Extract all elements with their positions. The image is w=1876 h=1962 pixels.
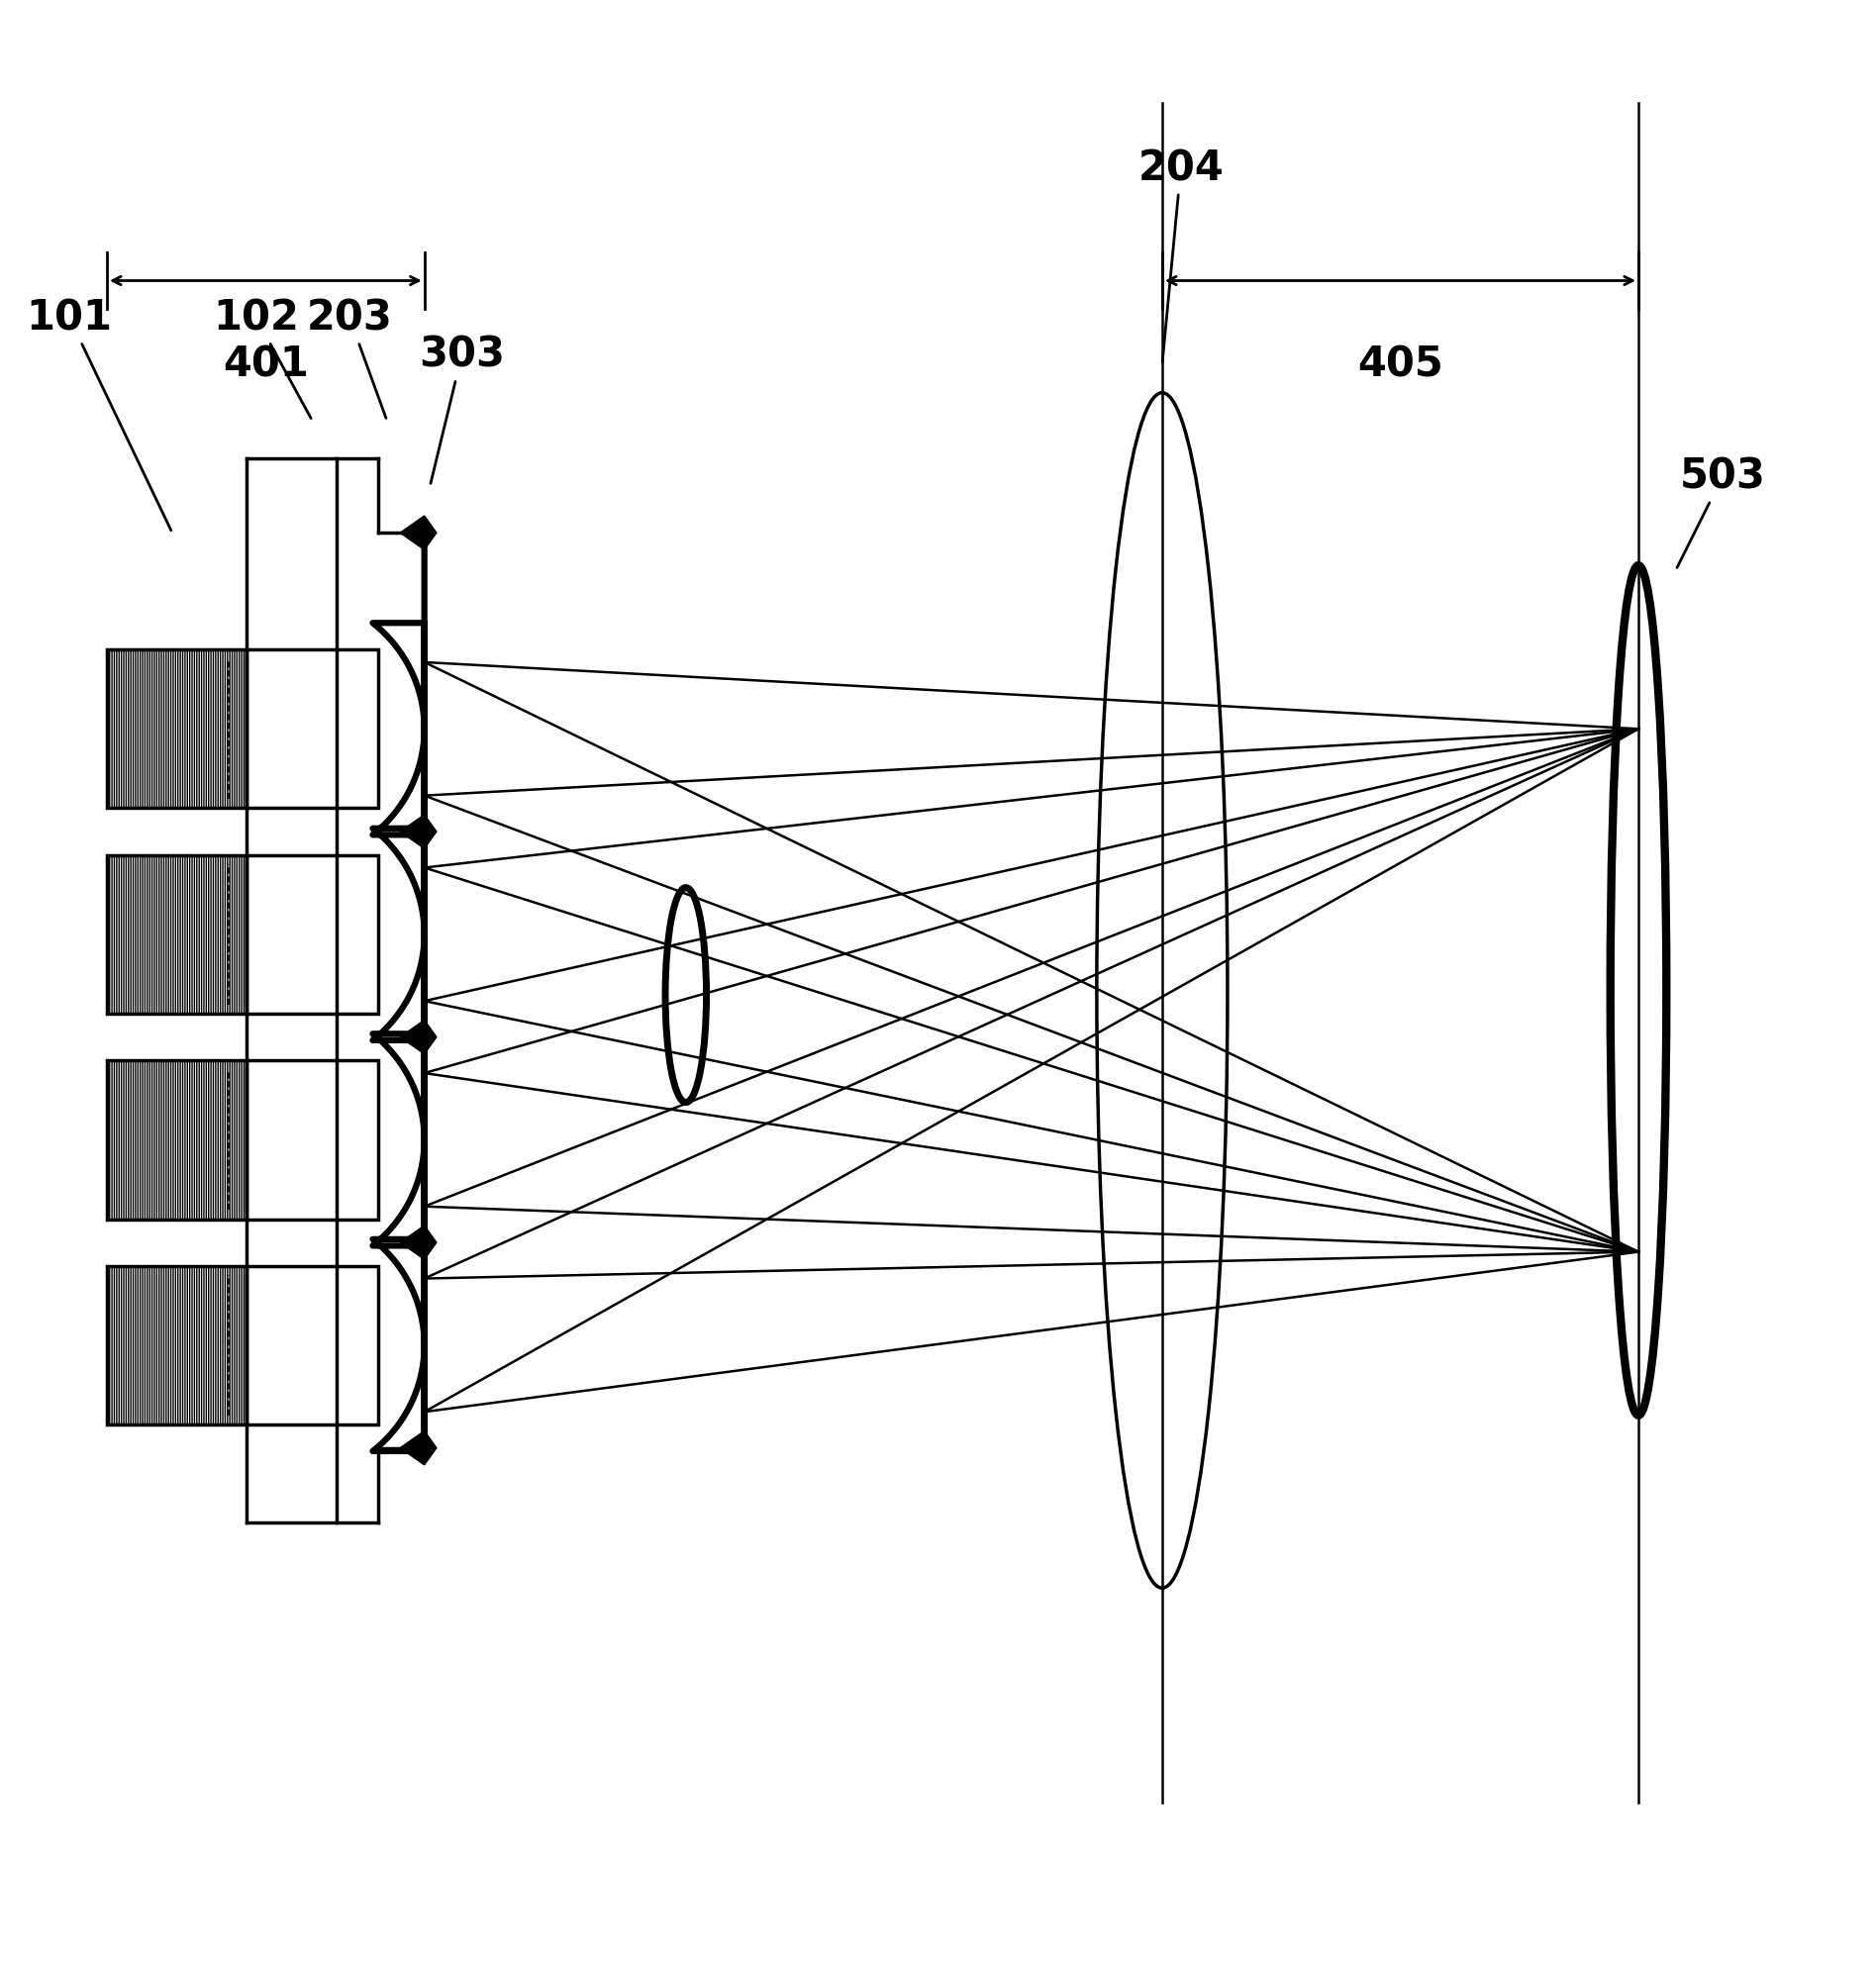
Bar <box>107 1265 248 1424</box>
Text: 203: 203 <box>306 296 392 418</box>
Bar <box>107 1059 248 1218</box>
Polygon shape <box>400 814 437 850</box>
Text: 401: 401 <box>223 343 310 385</box>
Polygon shape <box>400 516 437 549</box>
Text: 503: 503 <box>1677 455 1765 567</box>
Bar <box>248 1265 377 1424</box>
Text: 102: 102 <box>214 296 311 418</box>
Bar <box>248 649 377 808</box>
Text: 204: 204 <box>1139 147 1223 361</box>
Bar <box>248 1059 377 1218</box>
Text: 101: 101 <box>26 296 171 530</box>
Bar <box>107 855 248 1014</box>
Text: 303: 303 <box>418 336 505 483</box>
Bar <box>107 649 248 808</box>
Polygon shape <box>400 1430 437 1466</box>
Bar <box>248 855 377 1014</box>
Polygon shape <box>400 1020 437 1054</box>
Text: 405: 405 <box>1358 343 1443 385</box>
Polygon shape <box>400 1226 437 1260</box>
